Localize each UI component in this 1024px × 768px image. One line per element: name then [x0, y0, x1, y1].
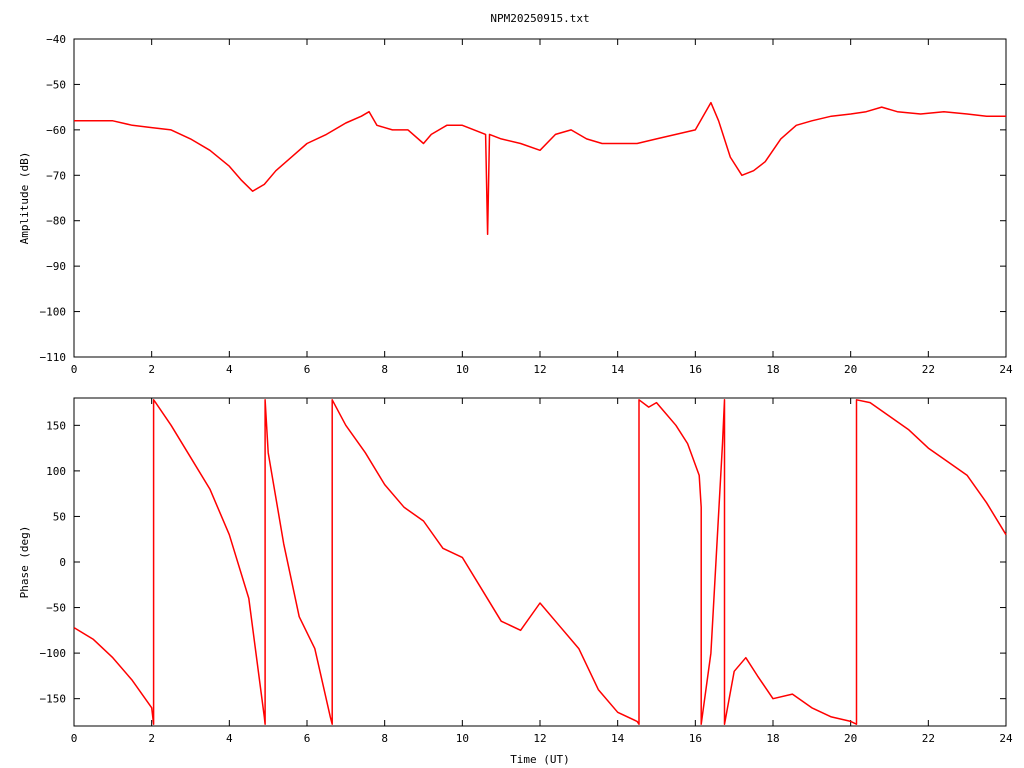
amplitude-panel: 0 2 4 6 8 10 12 14 16 18 20 22 24−110−100−90−80−70−6… [18, 33, 1013, 376]
phase-x-tick-label: 6 [304, 732, 311, 745]
phase-x-tick-label: 10 [456, 732, 469, 745]
phase-x-tick-label: 12 [533, 732, 546, 745]
phase-x-tick-label: 8 [381, 732, 388, 745]
amplitude-y-tick-label: −100 [40, 306, 67, 319]
phase-x-tick-label: 14 [611, 732, 625, 745]
amplitude-x-tick-label: 14 [611, 363, 625, 376]
phase-x-tick-label: 4 [226, 732, 233, 745]
amplitude-x-tick-label: 0 [71, 363, 78, 376]
phase-x-tick-label: 0 [71, 732, 78, 745]
amplitude-trace [74, 101, 1006, 236]
phase-panel: 0 2 4 6 8 10 12 14 16 18 20 22 24−150−100−5005010015… [18, 397, 1013, 766]
amplitude-x-tick-label: 2 [148, 363, 155, 376]
amplitude-x-tick-label: 22 [922, 363, 935, 376]
phase-y-axis-label: Phase (deg) [18, 526, 31, 599]
amplitude-x-tick-label: 20 [844, 363, 857, 376]
amplitude-x-tick-label: 4 [226, 363, 233, 376]
phase-x-tick-label: 22 [922, 732, 935, 745]
phase-y-tick-label: −50 [46, 602, 66, 615]
amplitude-y-tick-label: −90 [46, 260, 66, 273]
phase-y-tick-label: 0 [59, 556, 66, 569]
amplitude-y-tick-label: −50 [46, 78, 66, 91]
amplitude-y-tick-label: −40 [46, 33, 66, 46]
amplitude-x-tick-label: 18 [766, 363, 779, 376]
amplitude-y-axis-label: Amplitude (dB) [18, 152, 31, 245]
chart-title: NPM20250915.txt [490, 12, 589, 25]
phase-x-tick-label: 24 [999, 732, 1013, 745]
phase-y-tick-label: 50 [53, 510, 66, 523]
phase-trace [73, 399, 1007, 725]
amplitude-x-tick-label: 16 [689, 363, 702, 376]
amplitude-x-tick-label: 8 [381, 363, 388, 376]
amplitude-x-tick-label: 6 [304, 363, 311, 376]
phase-x-axis-label: Time (UT) [510, 753, 570, 766]
amplitude-plot-frame [73, 38, 1007, 358]
phase-y-tick-label: −150 [40, 693, 67, 706]
amplitude-x-tick-label: 12 [533, 363, 546, 376]
amplitude-y-tick-label: −60 [46, 124, 66, 137]
amplitude-x-tick-label: 10 [456, 363, 469, 376]
phase-x-tick-label: 20 [844, 732, 857, 745]
amplitude-x-tick-label: 24 [999, 363, 1013, 376]
phase-x-tick-label: 16 [689, 732, 702, 745]
amplitude-y-tick-label: −80 [46, 215, 66, 228]
phase-x-tick-label: 2 [148, 732, 155, 745]
phase-y-tick-label: −100 [40, 647, 67, 660]
phase-plot-frame [73, 397, 1007, 727]
phase-y-tick-label: 150 [46, 419, 66, 432]
phase-y-tick-label: 100 [46, 465, 66, 478]
amplitude-y-tick-label: −70 [46, 169, 66, 182]
phase-x-tick-label: 18 [766, 732, 779, 745]
amplitude-y-tick-label: −110 [40, 351, 67, 364]
